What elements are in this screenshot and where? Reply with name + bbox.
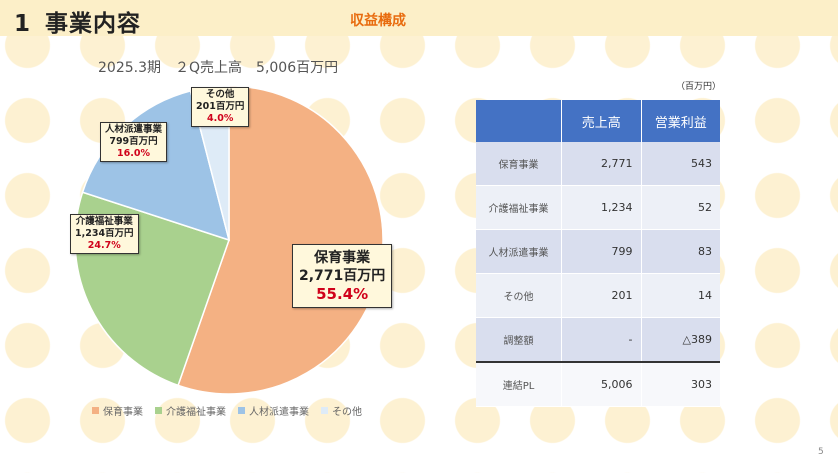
row-label: 人材派遣事業 [476,229,563,274]
page-subtitle: 収益構成 [350,13,406,29]
callout-care-percent: 24.7% [87,240,121,251]
row-profit: 14 [641,273,720,318]
chart-title: 2025.3期 ２Q売上高 5,006百万円 [98,57,352,77]
table-row: 介護福祉事業 1,234 52 [476,185,720,230]
callout-other: その他 201百万円 4.0% [191,87,250,127]
legend-swatch [238,407,245,414]
legend-swatch [321,407,328,414]
callout-childcare-percent: 55.4% [316,285,369,303]
table-row: 人材派遣事業 799 83 [476,229,720,274]
table-header-profit: 営業利益 [641,100,720,142]
row-label: 調整額 [476,317,563,363]
legend-label: 人材派遣事業 [249,407,309,418]
table-row: 調整額 - △389 [476,317,720,363]
section-number: 1 [14,11,32,37]
callout-care-name: 介護福祉事業 [75,216,133,227]
chart-title-metric: ２Q売上高 [175,60,243,76]
row-profit: 83 [641,229,720,274]
row-profit: 52 [641,185,720,230]
row-sales: 799 [561,229,642,274]
total-label: 連結PL [476,361,563,407]
header-band [0,0,838,36]
callout-staffing-name: 人材派遣事業 [105,124,163,135]
legend-label: その他 [332,407,362,418]
table-header-row: 売上高 営業利益 [476,100,720,142]
legend-item-care: 介護福祉事業 [155,403,226,418]
row-profit: △389 [641,317,720,363]
table-row: 保育事業 2,771 543 [476,142,720,186]
callout-care-value: 1,234百万円 [75,228,134,239]
financial-table: 売上高 営業利益 保育事業 2,771 543 介護福祉事業 1,234 52 … [476,100,720,407]
callout-childcare: 保育事業 2,771百万円 55.4% [292,244,393,308]
table-unit-label: （百万円） [676,82,722,92]
callout-other-name: その他 [205,89,235,100]
chart-title-total: 5,006百万円 [256,60,339,76]
chart-title-period: 2025.3期 [98,60,161,76]
section-title: 事業内容 [45,11,142,37]
legend-label: 保育事業 [103,407,143,418]
chart-legend: 保育事業 介護福祉事業 人材派遣事業 その他 [92,403,362,418]
callout-childcare-value: 2,771百万円 [299,268,386,284]
table-header-sales: 売上高 [561,100,642,142]
row-sales: 1,234 [561,185,642,230]
row-label: その他 [476,273,563,318]
legend-swatch [92,407,99,414]
row-sales: 201 [561,273,642,318]
row-sales: 2,771 [561,142,642,186]
row-profit: 543 [641,142,720,186]
total-profit: 303 [641,361,720,407]
legend-item-staffing: 人材派遣事業 [238,403,309,418]
legend-item-other: その他 [321,403,362,418]
page-number: 5 [818,447,824,457]
legend-item-childcare: 保育事業 [92,403,143,418]
callout-other-percent: 4.0% [206,113,234,124]
legend-label: 介護福祉事業 [166,407,226,418]
callout-staffing-value: 799百万円 [109,136,158,147]
page-title: 1 事業内容 [14,4,141,38]
callout-care: 介護福祉事業 1,234百万円 24.7% [70,214,139,254]
total-sales: 5,006 [561,361,642,407]
row-label: 保育事業 [476,142,563,186]
table-header-blank [476,100,563,142]
legend-swatch [155,407,162,414]
callout-staffing-percent: 16.0% [117,148,150,159]
row-label: 介護福祉事業 [476,185,563,230]
row-sales: - [561,317,642,363]
table-row: その他 201 14 [476,273,720,318]
callout-staffing: 人材派遣事業 799百万円 16.0% [100,122,168,162]
callout-other-value: 201百万円 [196,101,245,112]
callout-childcare-name: 保育事業 [314,250,371,266]
table-total-row: 連結PL 5,006 303 [476,361,720,407]
